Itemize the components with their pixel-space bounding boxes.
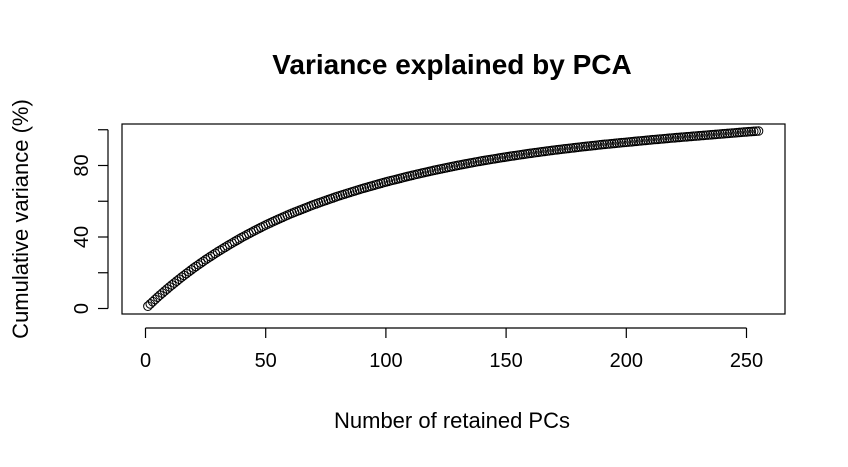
data-point	[241, 230, 252, 240]
data-point	[227, 238, 237, 248]
data-point	[210, 248, 221, 259]
data-point	[198, 256, 208, 267]
data-point	[143, 301, 153, 311]
data-point	[186, 265, 196, 275]
data-point	[193, 259, 204, 270]
x-tick-label: 0	[140, 350, 151, 372]
data-point	[208, 250, 218, 260]
data-point	[217, 244, 228, 254]
data-point	[212, 247, 223, 257]
data-point	[222, 241, 233, 251]
data-point	[195, 258, 206, 268]
data-point	[239, 231, 249, 242]
data-point	[753, 126, 764, 136]
x-tick-label: 50	[255, 350, 277, 372]
y-tick-label: 0	[71, 303, 93, 314]
data-point	[145, 299, 156, 309]
data-point	[236, 232, 247, 243]
x-tick-label: 150	[489, 350, 522, 372]
data-point	[220, 242, 230, 253]
x-tick-label: 250	[730, 350, 763, 372]
y-axis: 0 40 80	[71, 129, 109, 314]
data-point	[179, 270, 189, 281]
data-point	[200, 254, 211, 265]
data-point	[191, 261, 201, 272]
data-point	[176, 272, 187, 283]
data-point	[147, 296, 158, 307]
data-point	[181, 268, 192, 279]
y-axis-label: Cumulative variance (%)	[8, 99, 33, 339]
plot-frame	[121, 123, 786, 315]
data-point	[234, 234, 245, 244]
y-tick-label: 40	[71, 226, 93, 248]
data-point	[203, 253, 213, 263]
data-points	[143, 126, 764, 311]
data-point	[229, 236, 240, 247]
x-tick-label: 100	[369, 350, 402, 372]
chart-title: Variance explained by PCA	[272, 49, 632, 80]
data-point	[174, 274, 184, 284]
data-point	[183, 266, 194, 277]
data-point	[215, 245, 225, 256]
data-point	[224, 239, 235, 250]
x-axis: 0 50 100 150 200 250	[140, 327, 763, 372]
x-tick-label: 200	[610, 350, 643, 372]
data-point	[205, 251, 216, 262]
y-tick-label: 80	[71, 154, 93, 176]
x-axis-label: Number of retained PCs	[334, 408, 570, 433]
data-point	[188, 263, 199, 273]
data-point	[232, 235, 242, 246]
